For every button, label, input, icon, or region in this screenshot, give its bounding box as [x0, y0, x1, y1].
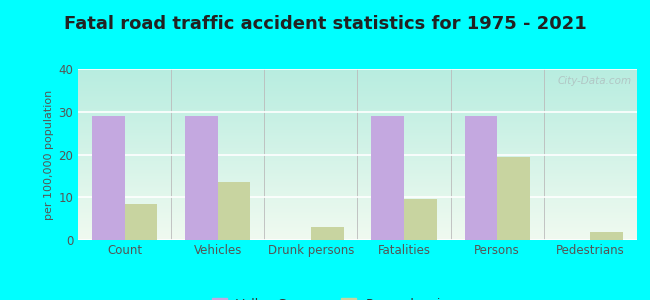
Bar — [404, 200, 437, 240]
Legend: Valley Green, Pennsylvania average: Valley Green, Pennsylvania average — [207, 292, 508, 300]
Text: Fatal road traffic accident statistics for 1975 - 2021: Fatal road traffic accident statistics f… — [64, 15, 586, 33]
Text: City-Data.com: City-Data.com — [557, 76, 631, 86]
Bar — [311, 227, 343, 240]
Bar — [497, 157, 530, 240]
Y-axis label: per 100,000 population: per 100,000 population — [44, 89, 54, 220]
Bar — [125, 204, 157, 240]
Bar — [465, 116, 497, 240]
Bar — [590, 232, 623, 240]
Bar — [372, 116, 404, 240]
Bar — [218, 182, 250, 240]
Bar — [92, 116, 125, 240]
Bar — [185, 116, 218, 240]
